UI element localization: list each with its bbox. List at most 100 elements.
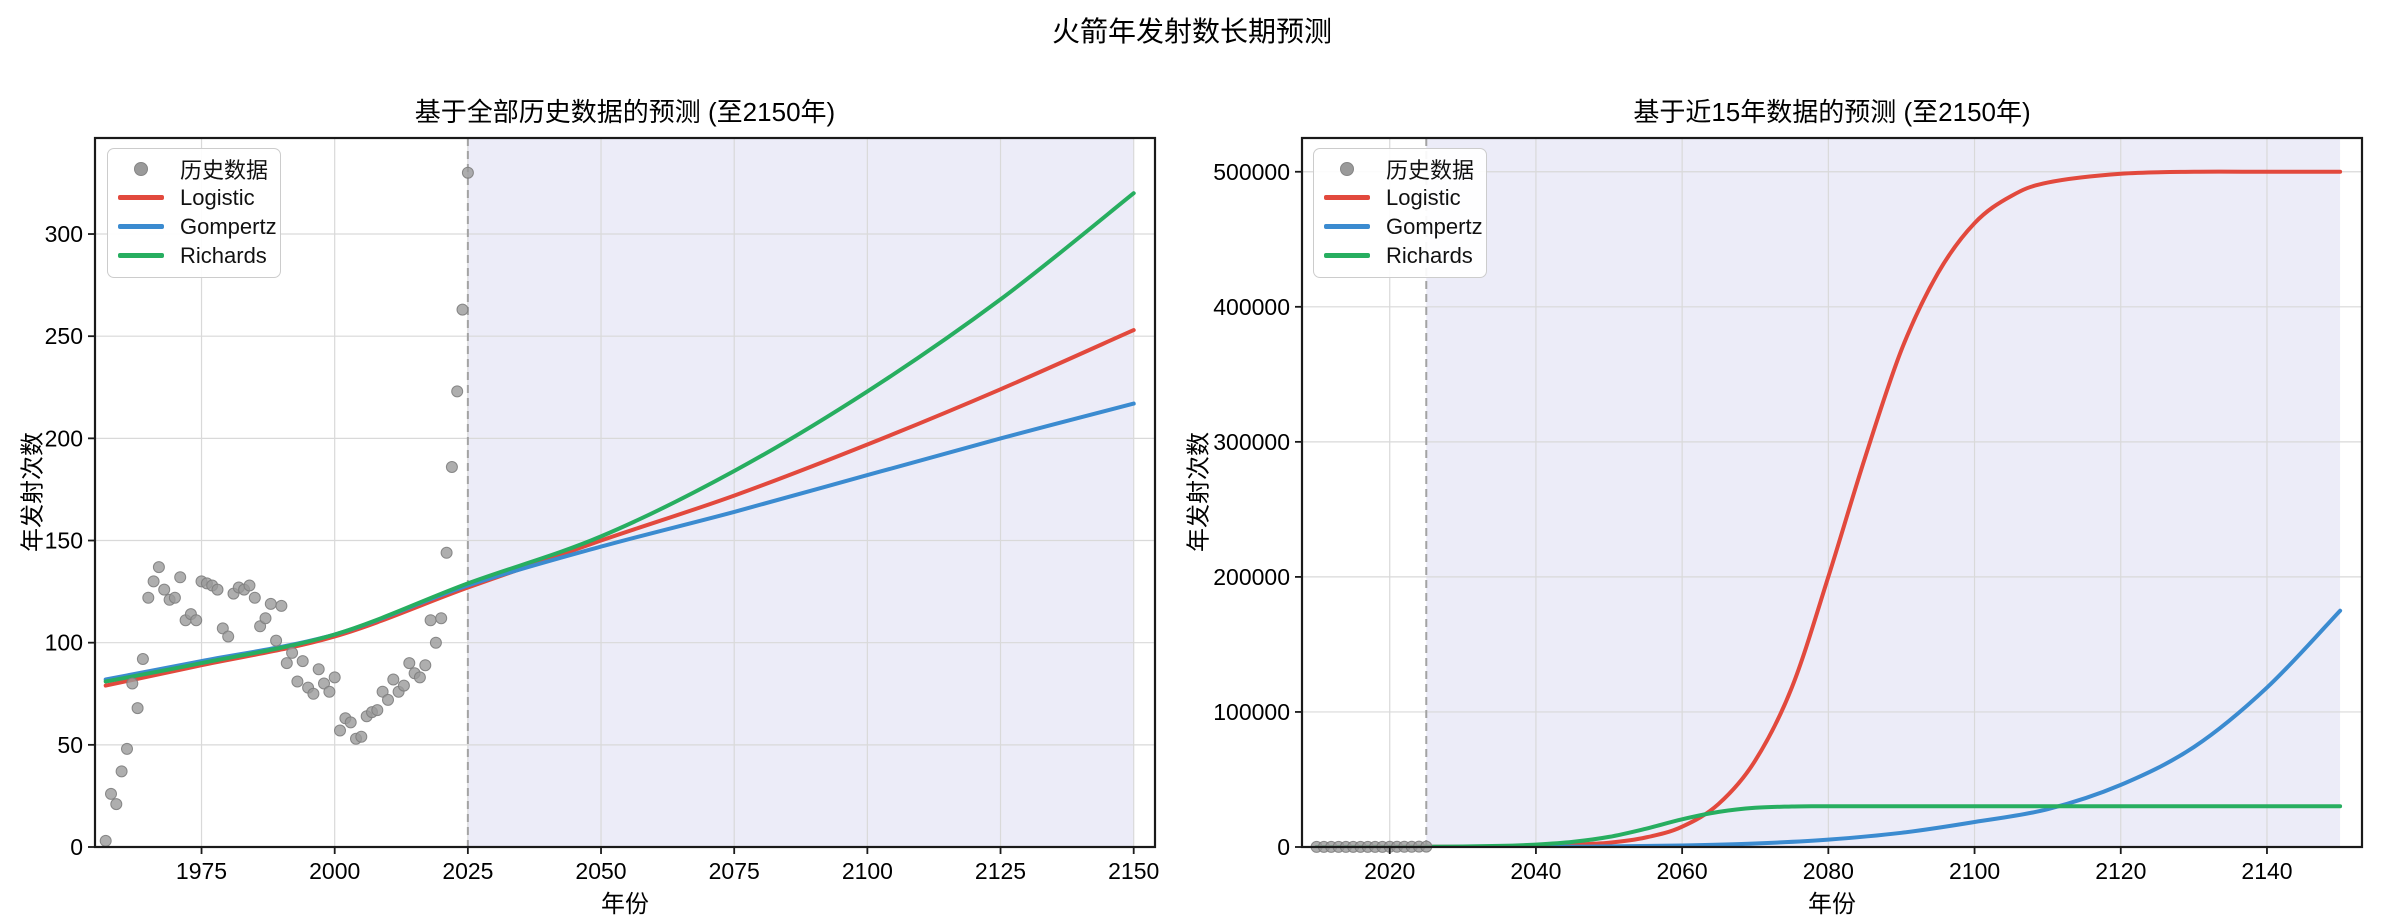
axes-spines (93, 136, 1157, 849)
x-tick-label: 2025 (442, 858, 493, 884)
scatter-point (168, 591, 181, 604)
legend-label: Richards (180, 242, 267, 268)
logistic-line-marker (118, 195, 164, 200)
scatter-point (334, 724, 346, 737)
y-tick-label: 300 (45, 221, 83, 247)
x-tick-label: 2125 (975, 858, 1026, 884)
series-line-richards (103, 191, 1136, 684)
scatter-point (376, 685, 389, 698)
scatter-point (99, 834, 112, 847)
scatter-point (397, 679, 410, 692)
scatter-point (296, 655, 309, 668)
logistic-line-marker (1324, 195, 1370, 200)
x-tick-label: 2060 (1657, 858, 1708, 884)
y-tick-label: 400000 (1213, 294, 1290, 320)
scatter-point (323, 685, 336, 698)
scatter-point (110, 798, 123, 811)
scatter-point (248, 591, 261, 604)
scatter-point (243, 579, 256, 592)
y-tick-label: 150 (45, 528, 83, 554)
legend-label: Richards (1386, 242, 1473, 268)
legend-label: 历史数据 (1386, 157, 1475, 183)
scatter-point (121, 742, 133, 755)
legend-item-history: 历史数据 (1314, 154, 1486, 183)
panel-title-right: 基于近15年数据的预测 (至2150年) (1633, 97, 2031, 127)
legend-item-gompertz: Gompertz (108, 212, 280, 241)
scatter-point (264, 597, 277, 610)
curves-group (103, 191, 1136, 688)
x-tick-label: 2120 (2095, 858, 2146, 884)
legend-label: Logistic (1386, 184, 1461, 210)
legend-item-gompertz: Gompertz (1314, 212, 1486, 241)
scatter-point (142, 591, 155, 604)
y-tick-label: 200 (45, 425, 83, 451)
scatter-point (371, 704, 384, 717)
legend-label: 历史数据 (180, 157, 269, 183)
scatter-point (280, 657, 293, 670)
scatter-point (413, 671, 426, 684)
y-tick-label: 500000 (1213, 159, 1290, 185)
panel-1: 2020 2040 2060 2080 2100 2120 2140 0 100000 20000… (1213, 136, 2364, 884)
legend-left: 历史数据 Logistic Gompertz Richards (107, 148, 281, 278)
richards-line-marker (118, 253, 164, 258)
scatter-point (222, 630, 235, 643)
legend-item-logistic: Logistic (108, 183, 280, 212)
scatter-point (419, 659, 432, 672)
scatter-point (211, 583, 224, 596)
panel-title-left: 基于全部历史数据的预测 (至2150年) (414, 97, 836, 127)
scatter-point (259, 612, 272, 625)
x-tick-label: 2075 (709, 858, 760, 884)
x-axis-label-left: 年份 (601, 891, 649, 918)
scatter-point (435, 612, 448, 625)
scatter-point (174, 571, 187, 584)
y-tick-label: 50 (57, 732, 83, 758)
y-tick-label: 300000 (1213, 429, 1290, 455)
scatter-point (275, 599, 288, 612)
y-axis-label-left: 年发射次数 (19, 432, 47, 552)
series-line-logistic (1314, 169, 2343, 847)
legend-item-logistic: Logistic (1314, 183, 1486, 212)
scatter-point (286, 646, 299, 659)
x-axis-label-right: 年份 (1808, 891, 1856, 918)
figure-title: 火箭年发射数长期预测 (1051, 16, 1333, 47)
gompertz-line-marker (1324, 224, 1370, 229)
scatter-point (355, 730, 368, 743)
legend-item-history: 历史数据 (108, 154, 280, 183)
panel-0: 1975 2000 2025 2050 2075 2100 2125 2150 0 50 100 15… (45, 136, 1159, 884)
x-tick-label: 2100 (842, 858, 893, 884)
scatter-point (131, 702, 144, 715)
scatter-point (461, 166, 474, 179)
x-tick-label: 2080 (1803, 858, 1854, 884)
scatter-point (307, 687, 320, 700)
x-tick-label: 2140 (2241, 858, 2292, 884)
history-dot-marker (1340, 161, 1354, 176)
legend-label: Gompertz (180, 213, 277, 239)
y-tick-label: 200000 (1213, 564, 1290, 590)
scatter-point (158, 583, 171, 596)
y-axis-label-right: 年发射次数 (1185, 432, 1213, 552)
y-tick-label: 0 (1277, 834, 1290, 860)
x-tick-label: 2100 (1949, 858, 2000, 884)
scatter-point (429, 636, 442, 649)
x-tick-label: 2150 (1108, 858, 1159, 884)
scatter-point (312, 663, 325, 676)
gompertz-line-marker (118, 224, 164, 229)
y-tick-label: 100 (45, 630, 83, 656)
scatter-point (126, 677, 139, 690)
richards-line-marker (1324, 253, 1370, 258)
scatter-point (456, 303, 469, 316)
scatter-point (318, 677, 330, 690)
scatter-point (440, 546, 453, 559)
forecast-region (1426, 138, 2341, 847)
axes-spines (1300, 136, 2364, 849)
scatter-point (291, 675, 304, 688)
x-tick-label: 2050 (575, 858, 626, 884)
scatter-point (136, 653, 149, 665)
legend-right: 历史数据 Logistic Gompertz Richards (1313, 148, 1487, 278)
history-dot-marker (134, 161, 148, 176)
y-tick-label: 0 (70, 834, 83, 860)
scatter-point (147, 575, 160, 588)
scatter-point (328, 671, 341, 684)
